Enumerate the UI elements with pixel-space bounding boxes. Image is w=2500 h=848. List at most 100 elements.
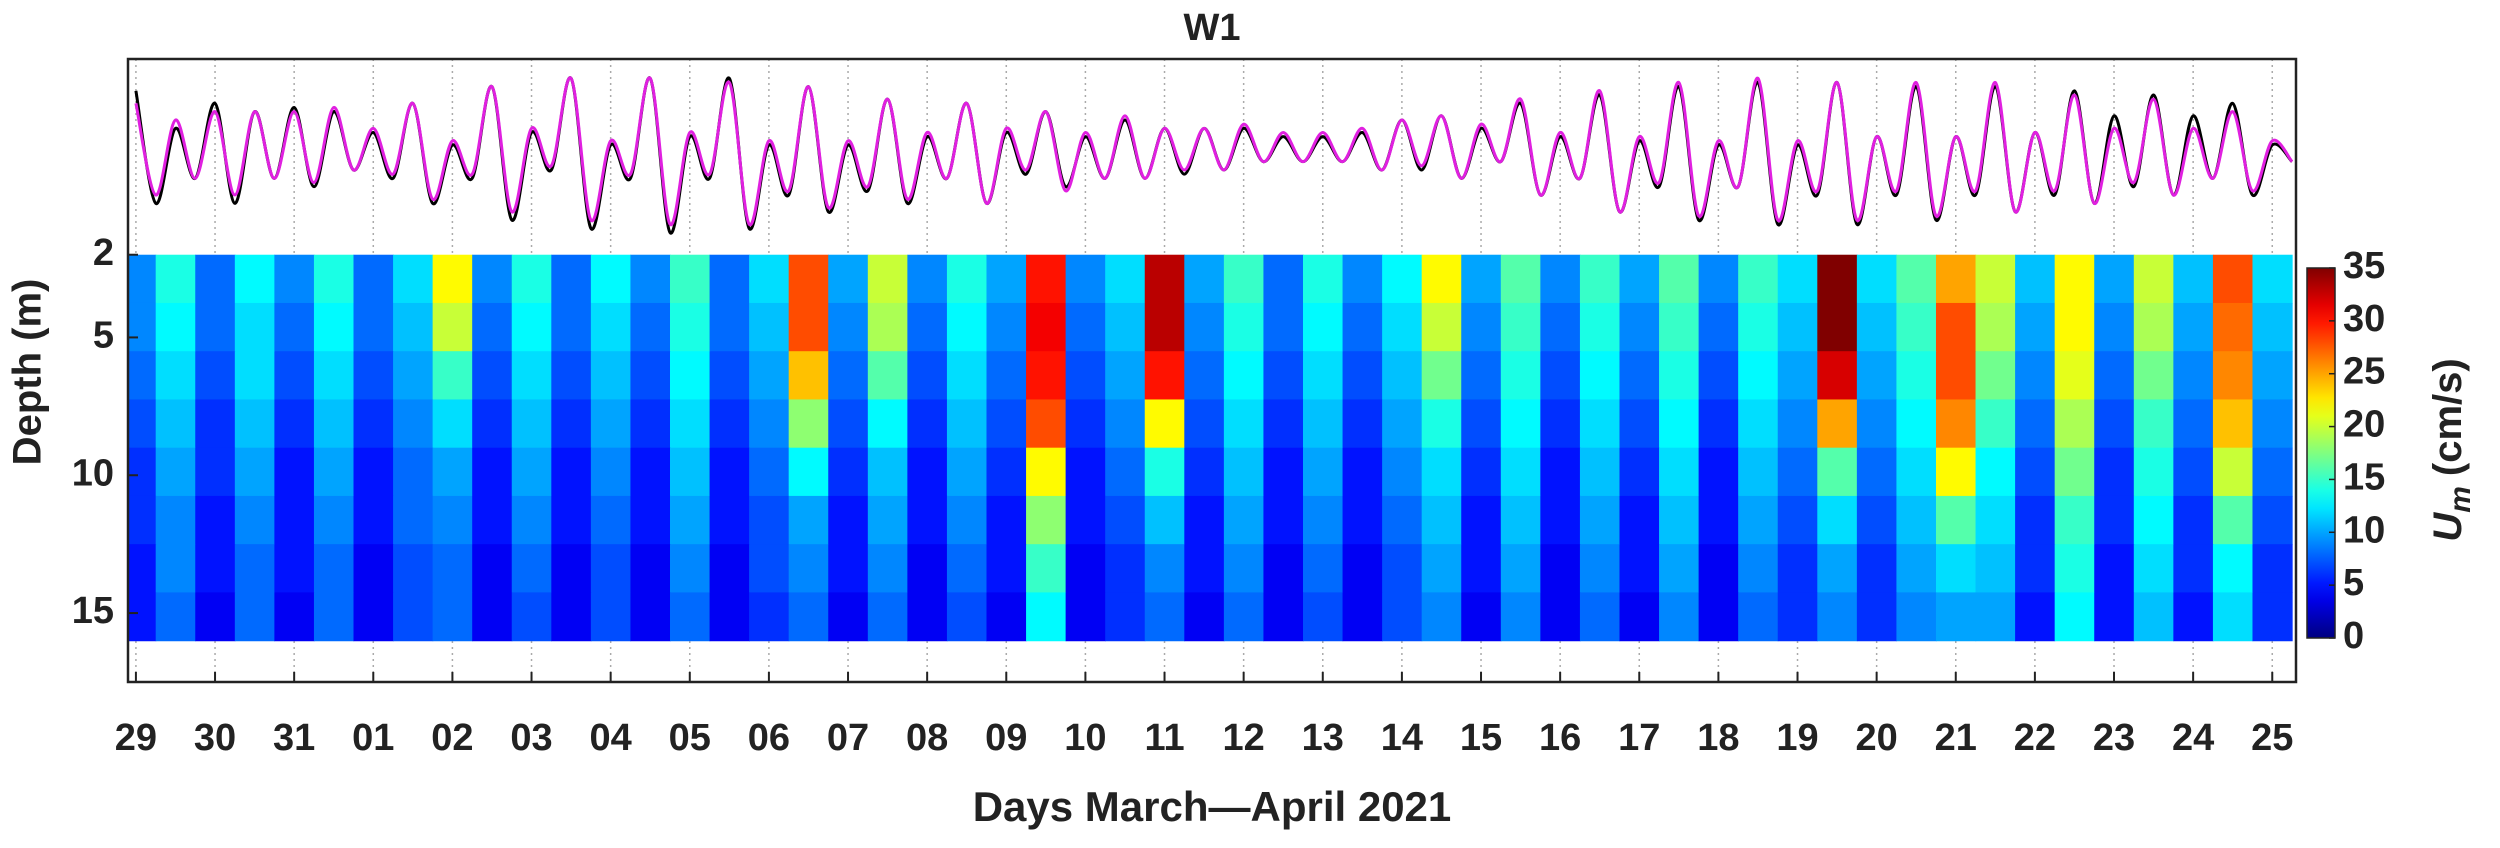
heat-cell xyxy=(313,254,355,304)
heat-cell xyxy=(1223,302,1265,352)
heat-cell xyxy=(907,544,948,594)
heat-cell xyxy=(1619,447,1660,497)
heat-cell xyxy=(749,592,790,642)
heat-cell xyxy=(1500,302,1541,352)
heat-cell xyxy=(2212,351,2254,401)
heat-cell xyxy=(1698,592,1739,642)
heat-cell xyxy=(393,351,434,401)
heat-cell xyxy=(907,351,948,401)
y-tick-label: 10 xyxy=(72,452,114,494)
heat-cell xyxy=(1817,302,1858,352)
heat-cell xyxy=(1619,592,1660,642)
heat-cell xyxy=(1105,447,1146,497)
heat-cell xyxy=(2094,254,2135,304)
heat-cell xyxy=(2133,447,2174,497)
heat-cell xyxy=(907,399,948,449)
heat-cell xyxy=(1619,544,1660,594)
heat-cell xyxy=(234,592,275,642)
heat-cell xyxy=(788,399,829,449)
x-tick-label: 14 xyxy=(1381,717,1423,759)
heat-cell xyxy=(1263,351,1304,401)
x-tick-label: 16 xyxy=(1539,717,1581,759)
heat-cell xyxy=(472,447,513,497)
heat-cell xyxy=(1856,351,1898,401)
heat-cell xyxy=(630,447,671,497)
heat-cell xyxy=(630,495,671,545)
heat-cell xyxy=(2015,254,2056,304)
heat-cell xyxy=(2252,302,2293,352)
heat-cell xyxy=(1579,544,1621,594)
heat-cell xyxy=(1184,351,1225,401)
heat-cell xyxy=(986,544,1027,594)
heat-cell xyxy=(234,544,275,594)
heat-cell xyxy=(195,495,236,545)
heat-cell xyxy=(709,544,750,594)
heat-cell xyxy=(788,544,829,594)
heat-cell xyxy=(551,447,592,497)
heat-cell xyxy=(867,495,908,545)
heat-cell xyxy=(2212,302,2254,352)
heat-cell xyxy=(2054,447,2095,497)
heat-cell xyxy=(1342,254,1383,304)
heat-cell xyxy=(393,399,434,449)
heat-cell xyxy=(1342,351,1383,401)
colorbar-label-symbol: U xyxy=(2426,512,2470,542)
heat-cell xyxy=(1579,592,1621,642)
heat-cell xyxy=(1184,399,1225,449)
heat-cell xyxy=(1144,544,1185,594)
heat-cell xyxy=(1500,592,1541,642)
heat-cell xyxy=(2133,544,2174,594)
heat-cell xyxy=(1935,302,1977,352)
heat-cell xyxy=(1540,399,1581,449)
heat-cell xyxy=(1065,399,1106,449)
y-tick-label: 2 xyxy=(93,232,114,274)
heat-cell xyxy=(2173,351,2214,401)
heat-cell xyxy=(274,351,315,401)
heat-cell xyxy=(1302,254,1344,304)
heat-cell xyxy=(867,592,908,642)
heat-cell xyxy=(1223,592,1265,642)
heat-cell xyxy=(670,495,711,545)
heat-cell xyxy=(195,399,236,449)
heat-cell xyxy=(551,544,592,594)
heat-cell xyxy=(1659,254,1700,304)
heat-cell xyxy=(907,254,948,304)
x-tick-label: 19 xyxy=(1776,717,1818,759)
heat-cell xyxy=(1144,254,1185,304)
heat-cell xyxy=(867,399,908,449)
heat-cell xyxy=(907,592,948,642)
heat-cell xyxy=(788,351,829,401)
heat-cell xyxy=(1896,302,1937,352)
heat-cell xyxy=(1223,254,1265,304)
heat-cell xyxy=(1935,447,1977,497)
heat-cell xyxy=(432,399,473,449)
heat-cell xyxy=(1342,302,1383,352)
heat-cell xyxy=(353,254,394,304)
heat-cell xyxy=(2252,399,2293,449)
heat-cell xyxy=(353,495,394,545)
heat-cell xyxy=(2054,592,2095,642)
heat-cell xyxy=(1619,254,1660,304)
heat-cell xyxy=(195,544,236,594)
heat-cell xyxy=(1856,544,1898,594)
grid xyxy=(135,59,2274,682)
heat-cell xyxy=(1856,495,1898,545)
heat-cell xyxy=(1935,351,1977,401)
heat-cell xyxy=(274,592,315,642)
x-tick-label: 02 xyxy=(431,717,473,759)
heat-cell xyxy=(1382,495,1423,545)
heat-cell xyxy=(1105,544,1146,594)
heat-cell xyxy=(2212,544,2254,594)
heat-cell xyxy=(1619,351,1660,401)
tide-line xyxy=(134,76,2294,227)
heat-cell xyxy=(2212,254,2254,304)
heat-cell xyxy=(353,351,394,401)
heat-cell xyxy=(1461,447,1502,497)
heat-cell xyxy=(709,302,750,352)
heat-cell xyxy=(1579,302,1621,352)
heat-cell xyxy=(946,447,988,497)
heat-cell xyxy=(1342,447,1383,497)
heat-cell xyxy=(709,351,750,401)
heat-cell xyxy=(155,592,196,642)
heat-cell xyxy=(353,447,394,497)
